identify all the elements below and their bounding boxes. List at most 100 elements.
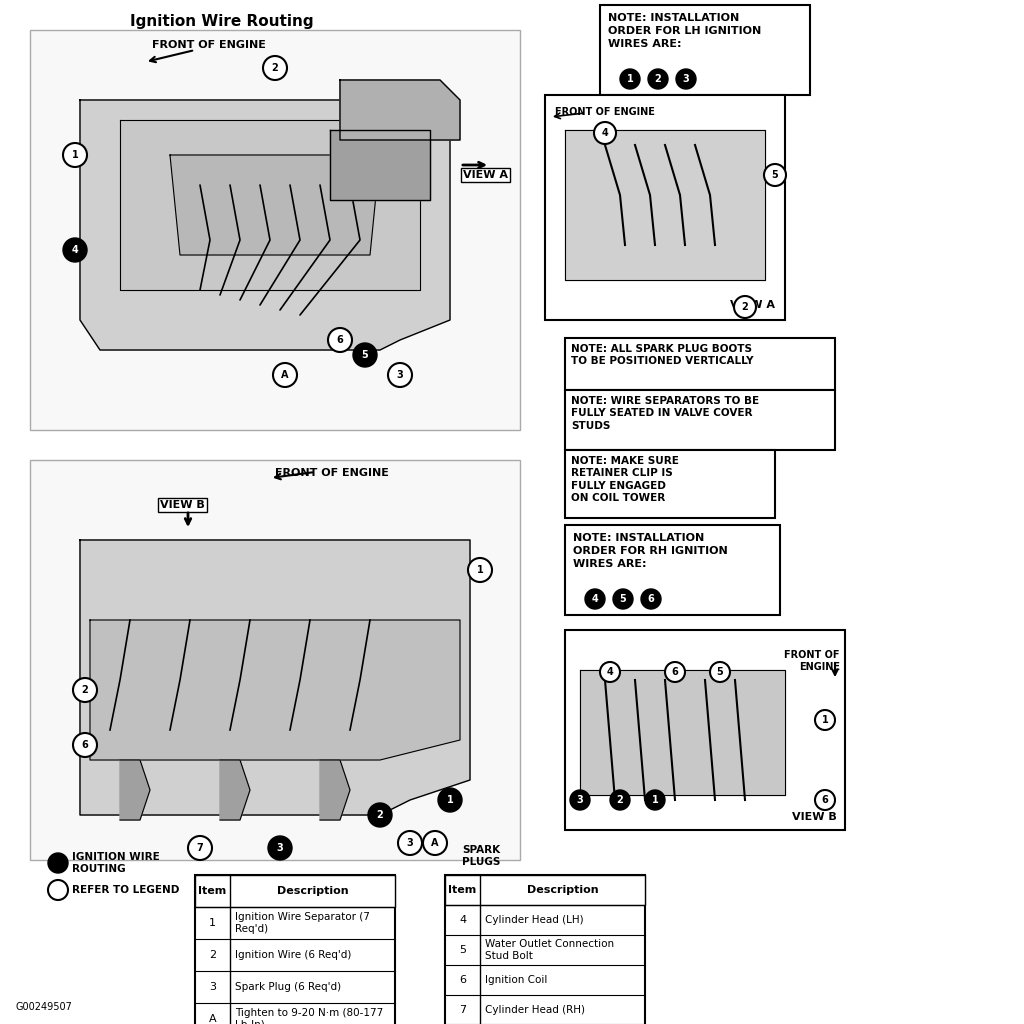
Polygon shape: [565, 130, 765, 280]
Text: 1: 1: [476, 565, 483, 575]
Text: 6: 6: [82, 740, 88, 750]
Text: VIEW A: VIEW A: [463, 170, 508, 180]
Text: FRONT OF ENGINE: FRONT OF ENGINE: [555, 106, 655, 117]
Text: 3: 3: [396, 370, 403, 380]
Text: 1: 1: [627, 74, 634, 84]
Circle shape: [815, 710, 835, 730]
Circle shape: [613, 589, 633, 609]
Text: VIEW A: VIEW A: [730, 300, 775, 310]
Text: 6: 6: [821, 795, 828, 805]
Circle shape: [268, 836, 292, 860]
Text: 5: 5: [361, 350, 369, 360]
Circle shape: [648, 69, 668, 89]
Text: 3: 3: [407, 838, 414, 848]
Circle shape: [734, 296, 756, 318]
Text: NOTE: ALL SPARK PLUG BOOTS
TO BE POSITIONED VERTICALLY: NOTE: ALL SPARK PLUG BOOTS TO BE POSITIO…: [571, 344, 754, 367]
Circle shape: [570, 790, 590, 810]
Circle shape: [273, 362, 297, 387]
Circle shape: [600, 662, 620, 682]
Circle shape: [815, 790, 835, 810]
Polygon shape: [80, 540, 470, 815]
Text: Cylinder Head (LH): Cylinder Head (LH): [485, 915, 584, 925]
Bar: [565, 450, 775, 518]
Text: 1: 1: [651, 795, 658, 805]
Circle shape: [438, 788, 462, 812]
Circle shape: [423, 831, 447, 855]
Text: 4: 4: [72, 245, 79, 255]
Circle shape: [368, 803, 392, 827]
Circle shape: [48, 880, 68, 900]
Polygon shape: [120, 120, 420, 290]
Text: 2: 2: [654, 74, 662, 84]
Text: 5: 5: [620, 594, 627, 604]
Text: Ignition Coil: Ignition Coil: [485, 975, 548, 985]
Polygon shape: [80, 100, 450, 350]
Text: 7: 7: [197, 843, 204, 853]
Text: Ignition Wire (6 Req'd): Ignition Wire (6 Req'd): [234, 950, 351, 961]
Text: 1: 1: [72, 150, 79, 160]
Bar: [565, 390, 835, 450]
Text: 6: 6: [459, 975, 466, 985]
Circle shape: [73, 733, 97, 757]
Text: Description: Description: [276, 886, 348, 896]
Circle shape: [188, 836, 212, 860]
Circle shape: [468, 558, 492, 582]
Bar: [195, 874, 395, 1024]
Text: Ignition Wire Routing: Ignition Wire Routing: [130, 14, 313, 29]
Text: 4: 4: [459, 915, 466, 925]
Circle shape: [620, 69, 640, 89]
Text: 5: 5: [717, 667, 723, 677]
Text: 3: 3: [276, 843, 284, 853]
Text: Item: Item: [199, 886, 226, 896]
Text: 2: 2: [209, 950, 216, 961]
Text: 6: 6: [647, 594, 654, 604]
Circle shape: [263, 56, 287, 80]
Bar: [565, 338, 835, 390]
Text: 2: 2: [271, 63, 279, 73]
Text: 1: 1: [209, 918, 216, 928]
Text: A: A: [282, 370, 289, 380]
Circle shape: [73, 678, 97, 702]
Text: A: A: [209, 1014, 216, 1024]
Text: NOTE: INSTALLATION
ORDER FOR RH IGNITION
WIRES ARE:: NOTE: INSTALLATION ORDER FOR RH IGNITION…: [573, 534, 728, 569]
Text: VIEW B: VIEW B: [160, 500, 205, 510]
Polygon shape: [580, 670, 785, 795]
Text: Cylinder Head (RH): Cylinder Head (RH): [485, 1005, 585, 1015]
Circle shape: [585, 589, 605, 609]
Bar: [30, 30, 520, 430]
Text: REFER TO LEGEND: REFER TO LEGEND: [72, 885, 179, 895]
Bar: [445, 874, 645, 905]
Text: 6: 6: [672, 667, 678, 677]
Bar: [545, 95, 785, 319]
Text: Ignition Wire Separator (7
Req'd): Ignition Wire Separator (7 Req'd): [234, 912, 370, 934]
Circle shape: [398, 831, 422, 855]
Circle shape: [641, 589, 662, 609]
Text: SPARK
PLUGS: SPARK PLUGS: [462, 845, 501, 867]
Polygon shape: [340, 80, 460, 140]
Text: 4: 4: [606, 667, 613, 677]
Text: 3: 3: [577, 795, 584, 805]
Text: 4: 4: [592, 594, 598, 604]
Text: Water Outlet Connection
Stud Bolt: Water Outlet Connection Stud Bolt: [485, 939, 614, 961]
Circle shape: [48, 853, 68, 873]
Polygon shape: [170, 155, 380, 255]
Text: FRONT OF ENGINE: FRONT OF ENGINE: [275, 468, 389, 478]
Bar: [565, 630, 845, 830]
Text: NOTE: WIRE SEPARATORS TO BE
FULLY SEATED IN VALVE COVER
STUDS: NOTE: WIRE SEPARATORS TO BE FULLY SEATED…: [571, 396, 759, 431]
Polygon shape: [120, 760, 150, 820]
Bar: [600, 5, 810, 95]
Circle shape: [594, 122, 616, 144]
Text: A: A: [431, 838, 438, 848]
Text: NOTE: INSTALLATION
ORDER FOR LH IGNITION
WIRES ARE:: NOTE: INSTALLATION ORDER FOR LH IGNITION…: [608, 13, 761, 49]
Text: 2: 2: [741, 302, 749, 312]
Circle shape: [710, 662, 730, 682]
Bar: [30, 460, 520, 860]
Bar: [195, 874, 395, 907]
Circle shape: [610, 790, 630, 810]
Polygon shape: [90, 620, 460, 760]
Polygon shape: [220, 760, 250, 820]
Circle shape: [63, 143, 87, 167]
Circle shape: [764, 164, 786, 186]
Text: 3: 3: [683, 74, 689, 84]
Text: FRONT OF ENGINE: FRONT OF ENGINE: [152, 40, 266, 50]
